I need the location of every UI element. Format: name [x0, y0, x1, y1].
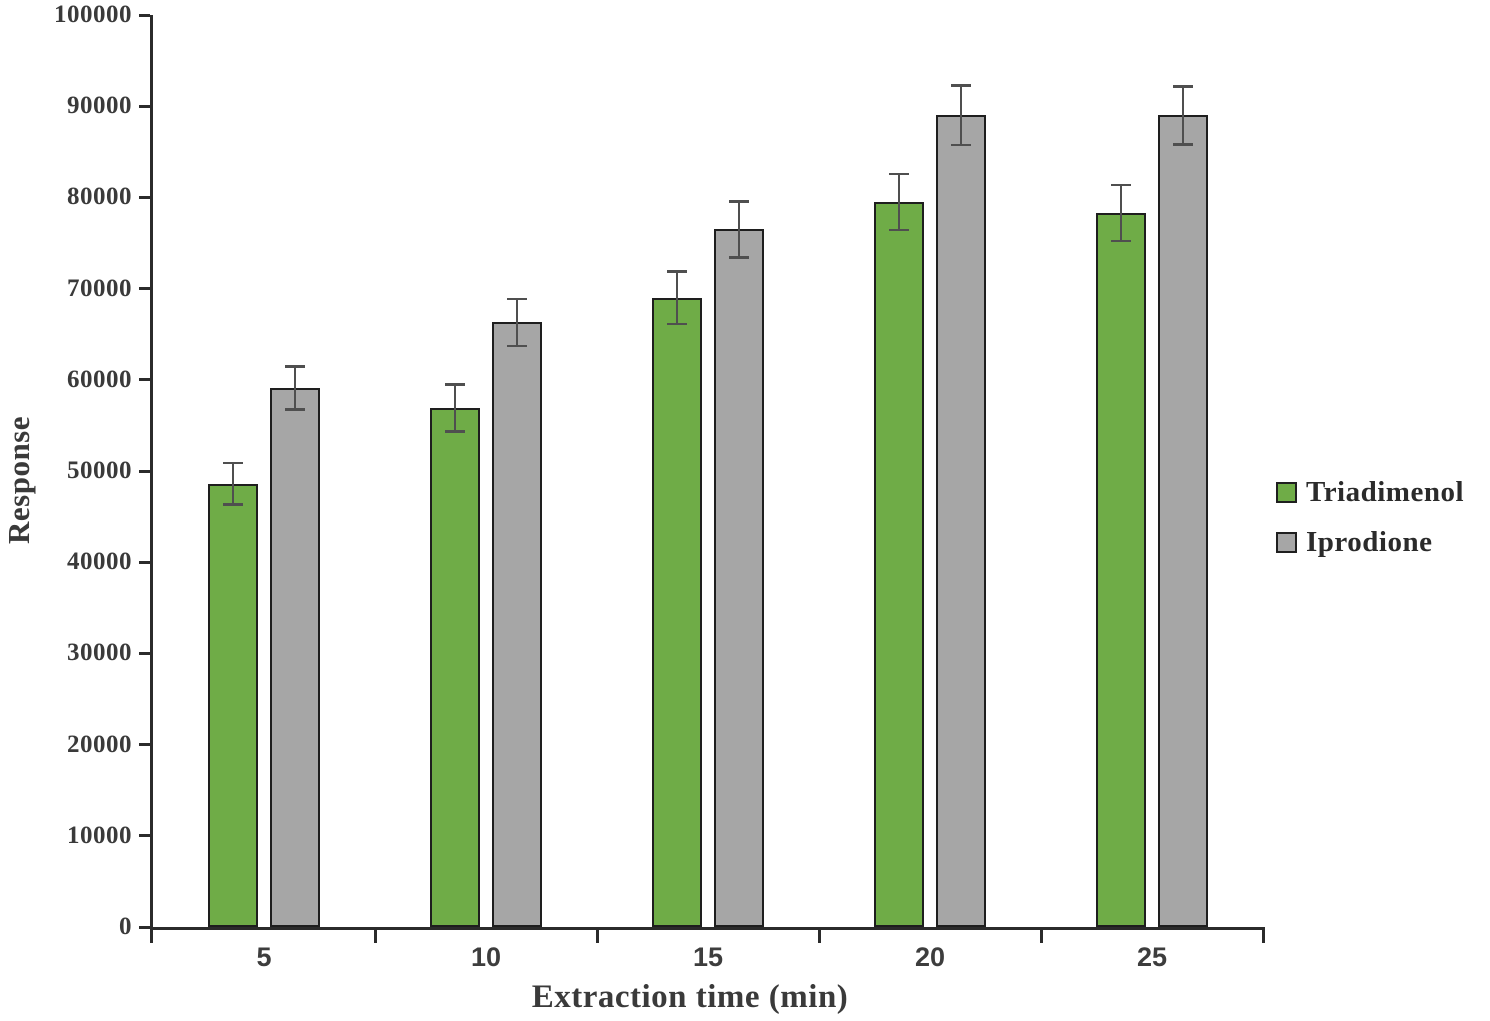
error-bar-triadimenol-20-top-cap — [889, 172, 909, 176]
error-bar-iprodione-5-top-cap — [285, 365, 305, 368]
plot-area: 0 10000 20000 30000 40000 50000 60000 70000 8000… — [54, 2, 1265, 971]
x-axis-tick-label: 20 — [914, 942, 946, 972]
error-bar-triadimenol-10 — [454, 384, 456, 432]
x-axis-tick-label: 15 — [692, 942, 724, 972]
bar-triadimenol-25 — [1096, 212, 1146, 927]
y-axis-tick-label: 100000 — [54, 1, 132, 28]
error-bar-triadimenol-10-top-cap — [445, 383, 465, 386]
error-bar-triadimenol-20-bottom-cap — [889, 228, 909, 232]
error-bar-iprodione-20-top-cap — [951, 84, 971, 87]
legend: Triadimenol Iprodione — [1276, 478, 1464, 578]
y-axis-tick — [139, 195, 150, 199]
x-axis-tick — [595, 927, 599, 943]
error-bar-triadimenol-25-bottom-cap — [1111, 239, 1131, 243]
legend-label-triadimenol: Triadimenol — [1306, 476, 1465, 508]
y-axis-tick — [139, 13, 150, 17]
y-axis-tick-label: 70000 — [67, 274, 132, 302]
y-axis-tick — [139, 743, 150, 747]
error-bar-triadimenol-15-top-cap — [667, 270, 687, 273]
x-axis-tick — [150, 927, 153, 943]
error-bar-triadimenol-15 — [676, 271, 678, 325]
bar-triadimenol-20 — [874, 201, 924, 927]
error-bar-iprodione-25-bottom-cap — [1173, 143, 1193, 146]
y-axis-tick-label: 10000 — [67, 821, 132, 849]
error-bar-iprodione-10 — [516, 298, 518, 347]
bar-triadimenol-15 — [652, 297, 702, 927]
error-bar-iprodione-5 — [294, 366, 296, 410]
error-bar-iprodione-20 — [960, 85, 962, 146]
y-axis-tick-label: 40000 — [67, 548, 132, 576]
x-axis-title: Extraction time (min) — [531, 979, 849, 1015]
error-bar-triadimenol-15-bottom-cap — [667, 322, 687, 326]
y-axis-tick — [139, 651, 150, 655]
y-axis-tick-label: 80000 — [67, 183, 132, 211]
y-axis-tick-label: 30000 — [67, 639, 132, 667]
legend-label-iprodione: Iprodione — [1306, 526, 1433, 558]
y-axis-tick — [139, 925, 150, 929]
y-axis-tick — [139, 287, 150, 291]
legend-item-triadimenol: Triadimenol — [1276, 478, 1464, 507]
legend-swatch-triadimenol — [1276, 482, 1297, 503]
bar-triadimenol-10 — [430, 408, 480, 927]
y-axis-tick — [139, 469, 150, 473]
x-axis-tick — [373, 927, 377, 943]
x-axis-tick — [1261, 927, 1265, 943]
error-bar-triadimenol-20 — [898, 173, 900, 231]
y-axis-tick — [139, 378, 150, 382]
error-bar-iprodione-20-bottom-cap — [951, 143, 971, 147]
error-bar-triadimenol-25 — [1120, 184, 1122, 242]
bar-iprodione-20 — [936, 115, 986, 927]
x-axis-tick — [1039, 927, 1043, 943]
bar-iprodione-10 — [492, 322, 542, 927]
error-bar-triadimenol-10-bottom-cap — [445, 430, 465, 433]
y-axis-tick-label: 90000 — [67, 92, 132, 120]
error-bar-triadimenol-5-bottom-cap — [223, 503, 243, 506]
y-axis-tick — [139, 104, 150, 108]
bar-triadimenol-5 — [208, 483, 258, 927]
x-axis-tick-label: 10 — [470, 942, 502, 972]
error-bar-iprodione-25-top-cap — [1173, 85, 1193, 88]
error-bar-triadimenol-5 — [232, 462, 234, 505]
error-bar-iprodione-5-bottom-cap — [285, 408, 305, 411]
x-axis-line — [150, 927, 1263, 930]
legend-swatch-iprodione — [1276, 532, 1297, 553]
error-bar-triadimenol-5-top-cap — [223, 461, 243, 465]
y-axis-tick-label: 0 — [119, 913, 132, 940]
y-axis-tick-label: 60000 — [67, 365, 132, 393]
error-bar-iprodione-10-bottom-cap — [507, 344, 527, 348]
y-axis-tick — [139, 834, 150, 838]
y-axis-tick-label: 50000 — [67, 457, 132, 484]
legend-item-iprodione: Iprodione — [1276, 528, 1464, 557]
y-axis-line — [150, 15, 153, 943]
error-bar-iprodione-15-top-cap — [729, 200, 749, 203]
error-bar-triadimenol-25-top-cap — [1111, 183, 1131, 187]
bar-iprodione-15 — [714, 229, 764, 927]
x-axis-tick-label: 5 — [256, 942, 272, 972]
x-axis-tick-label: 25 — [1136, 942, 1168, 972]
y-axis-tick-label: 20000 — [67, 730, 132, 758]
y-axis-tick — [139, 560, 150, 564]
bar-iprodione-5 — [270, 388, 320, 927]
error-bar-iprodione-15-bottom-cap — [729, 256, 749, 259]
x-axis-tick — [817, 927, 821, 943]
error-bar-iprodione-25 — [1182, 86, 1184, 145]
error-bar-iprodione-15 — [738, 201, 740, 258]
bar-iprodione-25 — [1158, 115, 1208, 927]
error-bar-iprodione-10-top-cap — [507, 297, 527, 301]
